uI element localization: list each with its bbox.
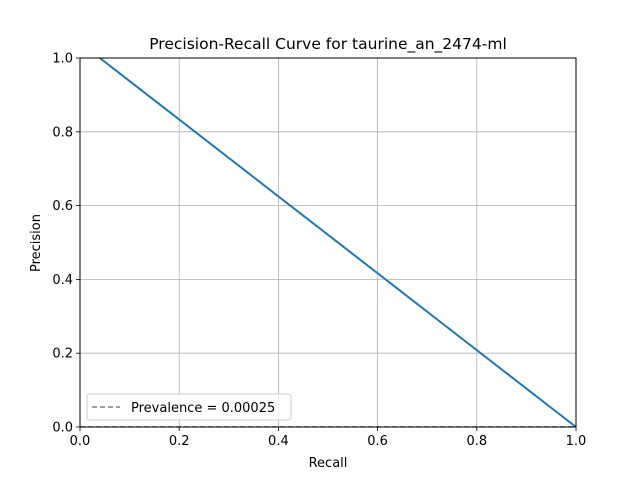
x-tick-label: 0.0: [70, 434, 91, 449]
y-axis-label: Precision: [29, 214, 44, 272]
y-tick-label: 0.4: [52, 273, 73, 288]
x-tick-label: 0.8: [466, 434, 487, 449]
plot-frame: [79, 57, 577, 428]
legend: Prevalence = 0.00025: [86, 393, 292, 421]
legend-prevalence-label: Prevalence = 0.00025: [131, 401, 275, 416]
series-layer: [80, 57, 577, 428]
y-tick-label: 1.0: [52, 52, 73, 67]
y-tick-label: 0.8: [52, 125, 73, 140]
precision-recall-curve-line: [99, 57, 577, 428]
x-tick-label: 1.0: [566, 434, 587, 449]
x-tick-label: 0.4: [268, 434, 289, 449]
y-tick-label: 0.2: [52, 347, 73, 362]
x-axis-label: Recall: [309, 456, 348, 471]
legend-box: [86, 393, 292, 421]
chart-title: Precision-Recall Curve for taurine_an_24…: [149, 35, 507, 54]
grid: [79, 57, 577, 428]
y-tick-label: 0.6: [52, 199, 73, 214]
tick-layer: 0.0 0.2 0.4 0.6 0.8 1.0 0.0 0.2 0.4 0.6 0.8 1.0: [52, 52, 586, 450]
x-tick-label: 0.6: [367, 434, 388, 449]
x-tick-label: 0.2: [169, 434, 190, 449]
y-tick-label: 0.0: [52, 421, 73, 436]
